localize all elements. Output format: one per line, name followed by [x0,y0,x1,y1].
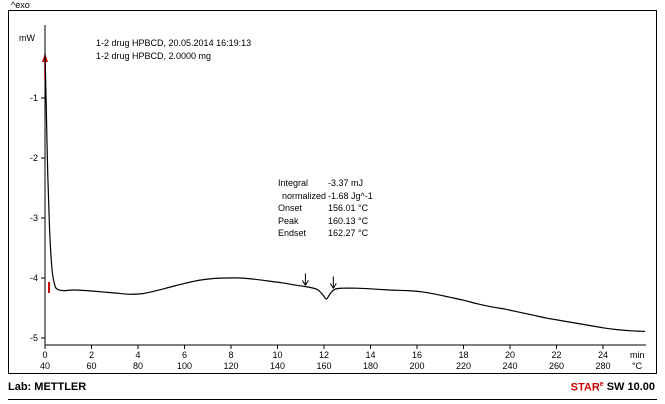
x-tick-label-min: 18 [458,350,468,360]
x-tick-label-min: 14 [365,350,375,360]
x-tick-label-min: 8 [228,350,233,360]
x-axis-unit-min: min [630,350,645,360]
star-brand: STARe [570,380,604,394]
x-tick-label-min: 6 [182,350,187,360]
result-row-endset: Endset 162.27 °C [278,227,373,240]
eval-limit-marker-head [304,280,309,286]
x-tick-label-temp: 260 [549,361,564,371]
software-version: STARe SW 10.00 [571,381,657,394]
x-tick-label-temp: 200 [409,361,424,371]
result-label: Endset [278,228,307,238]
result-value: -1.68 Jg^-1 [328,190,373,201]
x-tick-label-min: 16 [412,350,422,360]
x-tick-label-temp: 180 [363,361,378,371]
sample-info-line2: 1-2 drug HPBCD, 2.0000 mg [96,51,212,61]
x-tick-label-temp: 140 [270,361,285,371]
peak-evaluation-results: Integral -3.37 mJ normalized -1.68 Jg^-1… [278,177,373,240]
x-tick-label-temp: 280 [595,361,610,371]
x-tick-label-min: 22 [551,350,561,360]
result-value: 156.01 °C [328,203,369,213]
eval-limit-marker-head [332,283,337,289]
x-tick-label-min: 24 [598,350,608,360]
sw-version-label: SW 10.00 [606,381,655,394]
result-row-integral: Integral -3.37 mJ [278,177,373,190]
result-label: normalized [282,190,327,201]
x-tick-label-temp: 60 [86,361,96,371]
x-tick-label-min: 0 [42,350,47,360]
y-tick-label: -5 [30,333,38,343]
result-value: 160.13 °C [328,215,369,226]
y-tick-label: -2 [30,153,38,163]
y-axis-unit-label: mW [19,33,35,43]
result-row-onset: Onset 156.01 °C [278,202,373,215]
result-value: 162.27 °C [328,228,369,238]
eval-limit-marker-head [301,280,306,286]
x-tick-label-min: 12 [319,350,329,360]
y-tick-label: -3 [30,213,38,223]
x-tick-label-min: 2 [89,350,94,360]
x-tick-label-min: 4 [135,350,140,360]
x-axis-unit-temp: °C [632,361,643,371]
result-value: -3.37 mJ [328,178,364,188]
dsc-curve [44,52,645,332]
x-tick-label-min: 10 [272,350,282,360]
x-tick-label-temp: 220 [456,361,471,371]
x-tick-label-temp: 100 [177,361,192,371]
result-label: Onset [278,203,303,213]
y-tick-label: -1 [30,93,38,103]
result-row-normalized: normalized -1.68 Jg^-1 [278,190,373,203]
sample-info-line1: 1-2 drug HPBCD, 20.05.2014 16:19:13 [96,38,252,48]
status-bar: Lab: METTLER STARe SW 10.00 [8,375,657,400]
plot-frame: 0 2 4 6 8 10 12 14 16 18 20 22 24 40 60 80 100 120 140 160 1… [8,10,657,374]
result-label: Peak [278,215,299,226]
x-tick-label-temp: 240 [502,361,517,371]
eval-limit-marker-head [329,283,334,289]
x-tick-label-temp: 80 [133,361,143,371]
lab-label: Lab: METTLER [8,381,87,393]
x-tick-label-min: 20 [505,350,515,360]
result-label: Integral [278,178,309,188]
sample-info: 1-2 drug HPBCD, 20.05.2014 16:19:13 1-2 … [96,37,251,63]
y-tick-label: -4 [30,273,38,283]
x-tick-label-temp: 160 [316,361,331,371]
result-row-peak: Peak 160.13 °C [278,215,373,228]
x-tick-label-temp: 120 [223,361,238,371]
exo-direction-label: ^exo [9,0,32,10]
x-tick-label-temp: 40 [40,361,50,371]
